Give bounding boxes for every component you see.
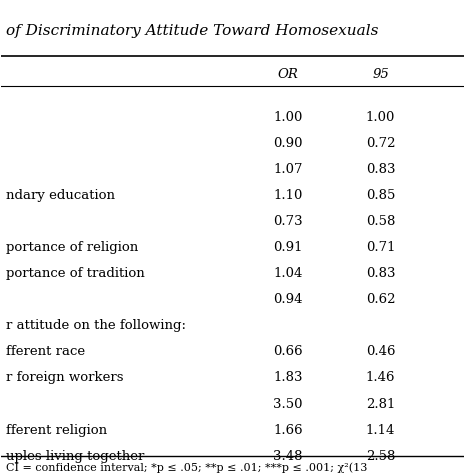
Text: 1.00: 1.00 <box>273 110 303 124</box>
Text: 95: 95 <box>372 68 389 81</box>
Text: 0.58: 0.58 <box>366 215 395 228</box>
Text: 3.48: 3.48 <box>273 450 303 463</box>
Text: 3.50: 3.50 <box>273 398 303 410</box>
Text: portance of tradition: portance of tradition <box>6 267 145 280</box>
Text: 0.90: 0.90 <box>273 137 303 150</box>
Text: portance of religion: portance of religion <box>6 241 138 254</box>
Text: 2.81: 2.81 <box>366 398 395 410</box>
Text: 0.83: 0.83 <box>366 267 395 280</box>
Text: 1.83: 1.83 <box>273 372 303 384</box>
Text: 1.14: 1.14 <box>366 424 395 437</box>
Text: ndary education: ndary education <box>6 189 115 202</box>
Text: 1.46: 1.46 <box>366 372 395 384</box>
Text: 0.83: 0.83 <box>366 163 395 176</box>
Text: 0.91: 0.91 <box>273 241 303 254</box>
Text: 0.72: 0.72 <box>366 137 395 150</box>
Text: 0.66: 0.66 <box>273 346 303 358</box>
Text: 0.85: 0.85 <box>366 189 395 202</box>
Text: fferent race: fferent race <box>6 346 85 358</box>
Text: uples living together: uples living together <box>6 450 145 463</box>
Text: 0.46: 0.46 <box>366 346 395 358</box>
Text: r foreign workers: r foreign workers <box>6 372 124 384</box>
Text: 1.07: 1.07 <box>273 163 303 176</box>
Text: OR: OR <box>278 68 299 81</box>
Text: 1.66: 1.66 <box>273 424 303 437</box>
Text: of Discriminatory Attitude Toward Homosexuals: of Discriminatory Attitude Toward Homose… <box>6 24 379 38</box>
Text: fferent religion: fferent religion <box>6 424 107 437</box>
Text: 1.00: 1.00 <box>366 110 395 124</box>
Text: 0.73: 0.73 <box>273 215 303 228</box>
Text: 1.10: 1.10 <box>273 189 303 202</box>
Text: 2.58: 2.58 <box>366 450 395 463</box>
Text: 1.04: 1.04 <box>273 267 303 280</box>
Text: 0.71: 0.71 <box>366 241 395 254</box>
Text: 0.62: 0.62 <box>366 293 395 306</box>
Text: 0.94: 0.94 <box>273 293 303 306</box>
Text: r attitude on the following:: r attitude on the following: <box>6 319 186 332</box>
Text: CI = confidence interval; *p ≤ .05; **p ≤ .01; ***p ≤ .001; χ²(13: CI = confidence interval; *p ≤ .05; **p … <box>6 463 367 474</box>
